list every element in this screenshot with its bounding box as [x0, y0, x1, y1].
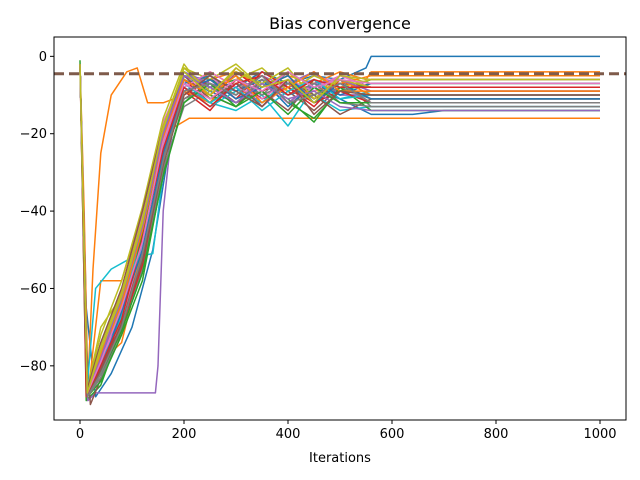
- series-line-36: [79, 64, 600, 394]
- x-axis-label: Iterations: [309, 451, 371, 466]
- y-axis: 0 −20 −40 −60 −80: [20, 50, 54, 374]
- series-line-10: [79, 63, 600, 390]
- series-line-11: [79, 64, 600, 386]
- plot-frame: [53, 36, 627, 421]
- series-layer: [79, 55, 600, 406]
- series-line-2: [79, 64, 600, 386]
- series-line-3: [79, 64, 600, 398]
- x-tick-label: 800: [484, 427, 509, 442]
- y-tick-label: −60: [20, 282, 47, 297]
- y-tick-label: −20: [20, 127, 47, 142]
- x-tick-label: 0: [76, 427, 84, 442]
- series-line-20: [79, 63, 600, 390]
- x-tick-label: 1000: [583, 427, 616, 442]
- x-axis: 0 200 400 600 800 1000: [76, 420, 617, 442]
- y-tick-label: −80: [20, 359, 47, 374]
- series-line-27: [79, 64, 600, 390]
- series-line-40: [79, 64, 600, 394]
- chart-title: Bias convergence: [269, 14, 411, 33]
- x-tick-label: 600: [380, 427, 405, 442]
- y-tick-label: −40: [20, 205, 47, 220]
- x-tick-label: 200: [172, 427, 197, 442]
- series-line-39: [79, 64, 600, 398]
- series-line-13: [79, 64, 600, 390]
- y-tick-label: 0: [39, 50, 47, 65]
- x-tick-label: 400: [276, 427, 301, 442]
